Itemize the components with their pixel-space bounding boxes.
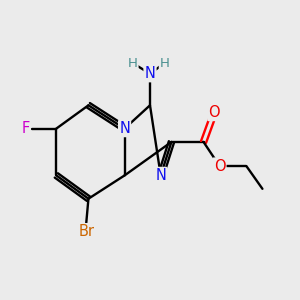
Text: H: H [128, 56, 137, 70]
Text: N: N [155, 168, 166, 183]
Text: N: N [145, 66, 155, 81]
Text: Br: Br [79, 224, 95, 239]
Text: N: N [119, 121, 130, 136]
Text: H: H [160, 56, 170, 70]
Text: O: O [214, 159, 225, 174]
Text: O: O [208, 105, 220, 120]
Text: F: F [21, 121, 30, 136]
